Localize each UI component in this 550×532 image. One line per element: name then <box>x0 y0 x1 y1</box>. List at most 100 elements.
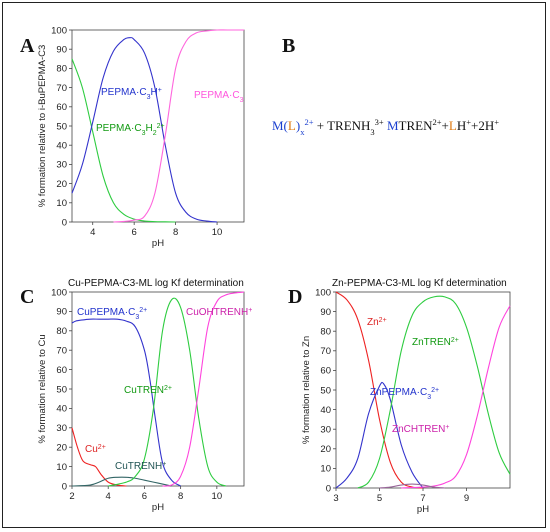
equation-superscript: 2+ <box>304 117 313 127</box>
y-tick-label: 80 <box>56 326 67 337</box>
y-axis-label: % formation relative to i-BuPEPMA-C3 <box>37 45 48 208</box>
x-tick-label: 6 <box>132 227 137 238</box>
y-tick-label: 100 <box>51 25 67 36</box>
x-tick-label: 5 <box>377 493 382 504</box>
series-line <box>162 291 245 487</box>
series-annotation: CuTRENH+ <box>115 461 166 473</box>
x-tick-label: 6 <box>142 491 147 502</box>
x-tick-label: 4 <box>106 491 111 502</box>
equation-superscript: 2+ <box>432 117 441 127</box>
x-tick-label: 10 <box>212 491 223 502</box>
equation-superscript: + <box>494 117 499 127</box>
chart-c-cu-speciation: Cu-PEPMA-C3-ML log Kf determination 0 10 20… <box>37 278 252 513</box>
series-annotation: PEPMA·C3H22+ <box>96 123 165 137</box>
panel-label-d: D <box>288 286 302 308</box>
y-tick-label: 90 <box>56 307 67 318</box>
y-tick-label: 40 <box>320 405 331 416</box>
panel-label-a: A <box>20 35 35 57</box>
plot-area <box>71 291 245 487</box>
series-line <box>71 58 176 223</box>
series-annotation: ZnTREN2+ <box>412 337 459 349</box>
y-tick-label: 90 <box>56 45 67 56</box>
x-axis-label: pH <box>152 238 164 249</box>
chart-title: Cu-PEPMA-C3-ML log Kf determination <box>68 278 244 289</box>
series-annotation: ZnCHTREN+ <box>392 424 449 436</box>
series-annotation: ZnPEPMA·C32+ <box>370 387 439 401</box>
y-tick-label: 0 <box>326 483 331 494</box>
y-tick-label: 80 <box>320 327 331 338</box>
y-tick-label: 80 <box>56 64 67 75</box>
x-tick-label: 4 <box>90 227 95 238</box>
x-tick-label: 10 <box>212 227 223 238</box>
x-axis-label: pH <box>152 502 164 513</box>
equation-part: L <box>449 118 457 133</box>
equation-subscript: 3 <box>370 127 374 137</box>
y-tick-label: 10 <box>56 198 67 209</box>
y-tick-label: 70 <box>56 346 67 357</box>
series-line <box>71 476 172 487</box>
chart-title: Zn-PEPMA-C3-ML log Kf determination <box>332 278 507 289</box>
y-tick-label: 60 <box>56 365 67 376</box>
y-tick-label: 50 <box>56 384 67 395</box>
equation-part: H <box>457 118 466 133</box>
equation-part: TREN <box>399 118 434 133</box>
x-tick-label: 8 <box>173 227 178 238</box>
y-axis-label: % formation relative to Zn <box>301 336 312 444</box>
y-tick-label: 10 <box>320 464 331 475</box>
x-axis-label: pH <box>417 504 429 515</box>
equation-superscript: 3+ <box>375 117 384 127</box>
y-tick-label: 0 <box>62 481 67 492</box>
x-tick-label: 2 <box>69 491 74 502</box>
series-annotation: CuPEPMA·C32+ <box>77 307 147 321</box>
series-line <box>357 295 511 489</box>
y-tick-label: 20 <box>56 179 67 190</box>
y-tick-label: 40 <box>56 404 67 415</box>
series-annotation: CuTREN2+ <box>124 385 172 397</box>
series-line <box>335 381 424 489</box>
panel-label-c: C <box>20 286 34 308</box>
x-tick-label: 7 <box>420 493 425 504</box>
equation-part: L <box>288 118 296 133</box>
y-tick-label: 40 <box>56 141 67 152</box>
y-tick-label: 70 <box>56 83 67 94</box>
y-tick-label: 0 <box>62 217 67 228</box>
equation-part: + TRENH <box>313 118 370 133</box>
series-line <box>71 318 181 487</box>
equation-part: M <box>387 118 399 133</box>
series-line <box>335 291 424 489</box>
y-tick-label: 30 <box>56 423 67 434</box>
series-annotation: PEPMA·C3H+ <box>101 87 162 101</box>
y-tick-label: 20 <box>320 444 331 455</box>
equation-part: ) <box>296 118 300 133</box>
x-tick-label: 8 <box>178 491 183 502</box>
series-line <box>379 483 445 489</box>
y-tick-label: 60 <box>320 366 331 377</box>
equation-subscript: x <box>300 127 305 137</box>
y-tick-label: 100 <box>315 287 331 298</box>
series-annotation: PEPMA·C3 <box>194 90 244 104</box>
y-tick-label: 60 <box>56 102 67 113</box>
y-tick-label: 50 <box>320 385 331 396</box>
y-tick-label: 100 <box>51 287 67 298</box>
y-tick-label: 90 <box>320 307 331 318</box>
reaction-equation: M(L)x2+ + TRENH33+ MTREN2++LH++2H+ <box>272 117 499 137</box>
chart-a-speciation: 0 10 20 30 40 50 60 70 80 90 100 4 6 8 10 pH % formation… <box>37 25 245 249</box>
y-tick-label: 20 <box>56 443 67 454</box>
series-line <box>71 37 218 223</box>
y-tick-label: 30 <box>56 160 67 171</box>
y-tick-label: 30 <box>320 425 331 436</box>
series-annotation: Zn2+ <box>367 317 387 329</box>
series-line <box>113 29 244 223</box>
panel-label-b: B <box>282 35 295 57</box>
x-tick-label: 3 <box>333 493 338 504</box>
series-annotation: Cu2+ <box>85 444 106 456</box>
equation-part: +2H <box>471 118 494 133</box>
plot-area <box>335 291 511 489</box>
x-tick-label: 9 <box>464 493 469 504</box>
y-tick-label: 70 <box>320 346 331 357</box>
chart-d-zn-speciation: Zn-PEPMA-C3-ML log Kf determination 0 10 20… <box>301 278 511 515</box>
equation-part: M( <box>272 118 288 133</box>
equation-superscript: + <box>466 117 471 127</box>
y-axis-label: % formation relative to Cu <box>37 334 48 443</box>
